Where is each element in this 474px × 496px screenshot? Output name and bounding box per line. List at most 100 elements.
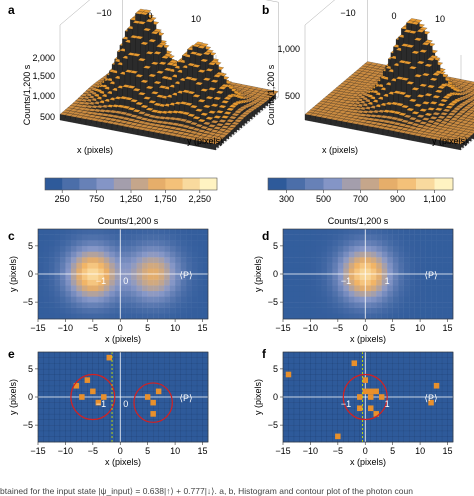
grid-cell xyxy=(87,351,94,358)
grid-cell xyxy=(87,425,94,432)
bar-top xyxy=(220,115,230,119)
grid-cell xyxy=(109,313,115,320)
grid-cell xyxy=(409,357,415,364)
grid-cell xyxy=(164,285,170,292)
grid-cell xyxy=(321,413,328,420)
grid-cell xyxy=(114,357,121,364)
bar-top xyxy=(220,131,230,136)
colorbar-cell xyxy=(113,178,132,190)
grid-cell xyxy=(398,351,404,358)
grid-cell xyxy=(191,413,198,420)
grid-cell xyxy=(54,290,61,297)
bar-top xyxy=(135,101,144,106)
grid-cell xyxy=(315,419,322,426)
grid-cell xyxy=(81,274,88,280)
grid-cell xyxy=(87,296,94,303)
grid-cell xyxy=(81,363,88,370)
grid-cell xyxy=(348,430,355,437)
grid-cell xyxy=(131,262,137,269)
grid-cell xyxy=(419,385,426,392)
grid-cell xyxy=(191,436,198,443)
grid-cell xyxy=(87,234,94,241)
grid-cell xyxy=(283,251,289,258)
grid-cell xyxy=(283,285,289,292)
grid-cell xyxy=(282,430,289,437)
grid-cell xyxy=(120,391,127,398)
grid-cell xyxy=(315,290,322,297)
grid-cell xyxy=(131,240,137,247)
grid-cell xyxy=(359,251,366,258)
grid-cell xyxy=(153,357,159,364)
grid-cell xyxy=(158,234,165,241)
grid-cell xyxy=(387,257,393,263)
y-tick-label: 0 xyxy=(28,269,33,279)
grid-cell xyxy=(158,408,165,415)
grid-cell xyxy=(304,240,311,247)
grid-cell xyxy=(398,240,404,247)
grid-cell xyxy=(376,368,383,375)
grid-cell xyxy=(425,357,432,364)
grid-cell xyxy=(299,408,306,415)
grid-cell xyxy=(304,251,311,258)
grid-cell xyxy=(315,285,322,292)
grid-cell xyxy=(169,279,176,286)
grid-cell xyxy=(48,419,55,426)
grid-cell xyxy=(109,257,115,263)
grid-cell xyxy=(354,268,360,275)
grid-cell xyxy=(38,251,44,258)
grid-cell xyxy=(136,229,143,235)
grid-cell xyxy=(43,380,50,387)
grid-cell xyxy=(125,257,132,263)
annotation-label: ⟨P⟩ xyxy=(425,270,438,280)
grid-cell xyxy=(81,268,88,275)
grid-cell xyxy=(299,268,306,275)
grid-cell xyxy=(43,262,50,269)
grid-cell xyxy=(125,251,132,258)
grid-cell xyxy=(398,430,404,437)
grid-cell xyxy=(354,229,360,235)
grid-cell xyxy=(87,313,94,320)
grid-cell xyxy=(54,363,61,370)
grid-cell xyxy=(354,313,360,320)
grid-cell xyxy=(332,234,339,241)
grid-cell xyxy=(365,425,372,432)
grid-cell xyxy=(153,313,159,320)
grid-cell xyxy=(65,279,72,286)
grid-cell xyxy=(92,234,99,241)
grid-cell xyxy=(125,229,132,235)
grid-cell xyxy=(354,290,360,297)
grid-cell xyxy=(43,436,50,443)
grid-cell xyxy=(310,313,317,320)
grid-cell xyxy=(293,357,300,364)
grid-cell xyxy=(425,436,432,443)
bar-top xyxy=(184,102,193,106)
grid-cell xyxy=(409,391,415,398)
grid-cell xyxy=(321,408,328,415)
grid-cell xyxy=(326,436,333,443)
grid-cell xyxy=(125,413,132,420)
grid-cell xyxy=(293,313,300,320)
bar-face xyxy=(346,122,352,130)
grid-cell xyxy=(315,363,322,370)
grid-cell xyxy=(376,357,383,364)
grid-cell xyxy=(370,296,377,303)
y-tick-label: 5 xyxy=(273,241,278,251)
grid-cell xyxy=(202,245,209,252)
grid-cell xyxy=(164,279,170,286)
grid-cell xyxy=(348,351,355,358)
grid-cell xyxy=(299,363,306,370)
grid-cell xyxy=(191,296,198,303)
grid-cell xyxy=(202,385,209,392)
grid-cell xyxy=(326,357,333,364)
grid-cell xyxy=(92,430,99,437)
bar-top xyxy=(202,104,212,109)
bar-top xyxy=(194,123,204,128)
grid-cell xyxy=(48,234,55,241)
grid-cell xyxy=(304,279,311,286)
grid-cell xyxy=(103,425,110,432)
grid-cell xyxy=(398,425,404,432)
grid-cell xyxy=(81,368,88,375)
bar-top xyxy=(239,113,248,118)
grid-cell xyxy=(414,296,421,303)
grid-cell xyxy=(153,262,159,269)
